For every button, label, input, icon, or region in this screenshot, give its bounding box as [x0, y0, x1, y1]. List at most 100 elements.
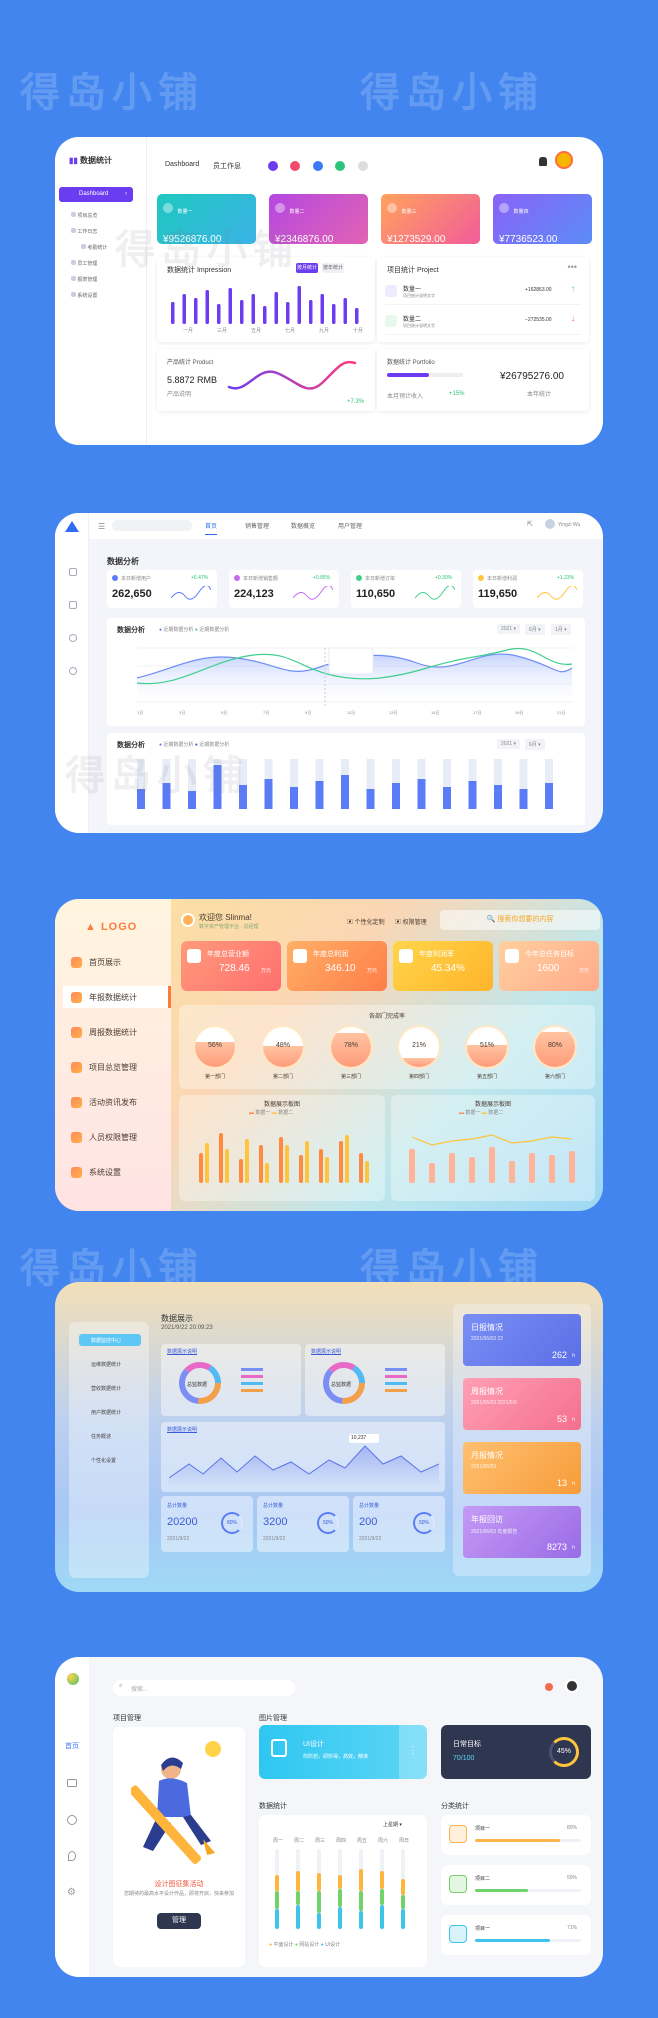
x-tick: 3日: [179, 710, 186, 715]
more-icon[interactable]: •••: [567, 262, 577, 272]
stat-card[interactable]: 总计数量 20200 2021/9/22 80%: [161, 1496, 253, 1552]
nav-tab[interactable]: 用户管理: [338, 524, 363, 530]
bar-segment: [359, 1911, 363, 1929]
sidebar-item[interactable]: 数据监控中心: [79, 1334, 141, 1346]
week-select[interactable]: 上星期 ▾: [383, 1822, 402, 1828]
avatar[interactable]: [545, 519, 555, 529]
kpi-card[interactable]: 数量二 ¥2346876.00: [269, 194, 368, 245]
stat-card[interactable]: 本日新增用户 +6.47% 262,650: [107, 570, 217, 608]
sidebar-item[interactable]: 人员权限管理: [63, 1126, 171, 1148]
manage-button[interactable]: 管理: [157, 1913, 201, 1929]
sidebar-item[interactable]: 营收数据统计: [91, 1386, 122, 1392]
kpi-card[interactable]: 数量四 ¥7736523.00: [493, 194, 592, 245]
sidebar-item[interactable]: 项目总览: [71, 212, 97, 219]
permission-link[interactable]: ▣ 权限管理: [395, 920, 427, 926]
project-row[interactable]: 数量一 项目统计说明文字 +162863.00 ↑: [385, 281, 581, 305]
clock-icon[interactable]: [67, 1815, 77, 1825]
sidebar-item[interactable]: 系统设置: [63, 1161, 171, 1183]
nav-tab[interactable]: 数据概览: [291, 524, 316, 530]
stat-value: 119,650: [478, 588, 518, 600]
report-unit: h: [572, 1481, 575, 1487]
grid-icon[interactable]: [268, 161, 278, 171]
category-row[interactable]: 项目一 80%: [441, 1815, 591, 1855]
avatar[interactable]: [565, 1679, 579, 1693]
month-select[interactable]: 6月 ▾: [525, 624, 545, 635]
chart-icon[interactable]: [312, 161, 323, 171]
stat-card[interactable]: 总计数量 3200 2021/9/22 50%: [257, 1496, 349, 1552]
sidebar-item[interactable]: 员工管理: [71, 260, 97, 267]
year-select[interactable]: 2021 ▾: [497, 624, 521, 634]
leaf-icon[interactable]: [335, 161, 346, 171]
stat-label: 本日新增用户: [121, 576, 152, 582]
customize-link[interactable]: ▣ 个性化定制: [347, 920, 385, 926]
bell-icon[interactable]: [539, 157, 547, 166]
bar-segment: [359, 1869, 363, 1891]
sidebar-item-dashboard[interactable]: Dashboard ›: [59, 187, 133, 202]
settings-icon[interactable]: [69, 667, 77, 675]
project-row[interactable]: 数量二 项目统计说明文字 −272535.00 ↓: [385, 311, 581, 335]
search-input[interactable]: 🔍 搜索你想要的内容: [440, 910, 600, 930]
kpi-card[interactable]: 数量一 ¥9526876.00: [157, 194, 256, 245]
category-row[interactable]: 项目一 71%: [441, 1915, 591, 1955]
tile-icon: [293, 949, 307, 963]
month-select[interactable]: 6月 ▾: [525, 739, 545, 750]
sidebar-item[interactable]: 活动资讯发布: [63, 1091, 171, 1113]
home-icon[interactable]: [69, 568, 77, 576]
category-row[interactable]: 项目二 50%: [441, 1865, 591, 1905]
summary-tile[interactable]: 今年总任务目标 1600 万元: [499, 941, 599, 991]
sidebar-item[interactable]: 个性化设置: [91, 1458, 117, 1464]
mail-icon[interactable]: [67, 1779, 77, 1787]
search-input[interactable]: [112, 520, 192, 531]
stat-card[interactable]: 本日新增订单 +0.30% 110,650: [351, 570, 461, 608]
chart-icon[interactable]: [69, 601, 77, 609]
combo-bar: [429, 1163, 435, 1183]
bar-segment: [380, 1905, 384, 1929]
more-icon[interactable]: [357, 161, 368, 171]
sidebar-item[interactable]: 运维数据统计: [91, 1362, 122, 1368]
avatar[interactable]: [555, 151, 573, 169]
sidebar-item[interactable]: 周报数据统计: [63, 1021, 171, 1043]
sidebar-item[interactable]: 用户数据统计: [91, 1410, 122, 1416]
campaign-title: 设计图征集活动: [154, 1881, 204, 1888]
share-icon[interactable]: ⇱: [527, 521, 533, 528]
avatar[interactable]: [181, 913, 195, 927]
day-select[interactable]: 1月 ▾: [551, 624, 571, 635]
ui-card[interactable]: UI设计 你所想，即所得，高效，精准 ⋮: [259, 1725, 427, 1779]
stat-card[interactable]: 本日新增利润 +1.23% 119,650: [473, 570, 583, 608]
sidebar-item[interactable]: 考勤统计: [81, 244, 107, 251]
summary-tile[interactable]: 年度总营业额 728.46 万元: [181, 941, 281, 991]
sidebar-item[interactable]: 年报数据统计: [63, 986, 171, 1008]
sidebar-item[interactable]: 报表管理: [71, 276, 97, 283]
nav-staff[interactable]: 员工作息: [213, 163, 241, 170]
sidebar-item-home[interactable]: 首页: [65, 1743, 79, 1750]
notification-icon[interactable]: [545, 1683, 553, 1691]
sidebar-item[interactable]: 任务概述: [91, 1434, 112, 1440]
nav-dashboard[interactable]: Dashboard: [165, 161, 200, 168]
settings-icon[interactable]: ⚙: [67, 1887, 76, 1898]
sidebar-item[interactable]: 工作日志: [71, 228, 97, 235]
stat-card[interactable]: 本日新增销售额 +0.85% 224,123: [229, 570, 339, 608]
summary-tile[interactable]: 年度利润率 45.34%: [393, 941, 493, 991]
sidebar-item[interactable]: 首页展示: [63, 951, 171, 973]
sidebar-item[interactable]: 项目总览管理: [63, 1056, 171, 1078]
report-card[interactable]: 月报情况 2021/06/03 13 h: [463, 1442, 581, 1494]
report-card[interactable]: 年报回访 2021/06/03 年度报告 8273 h: [463, 1506, 581, 1558]
stat-card[interactable]: 总计数量 200 2021/9/22 50%: [353, 1496, 445, 1552]
report-card[interactable]: 日报情况 2021/06/03 22 262 h: [463, 1314, 581, 1366]
summary-tile[interactable]: 年度总利润 346.10 万元: [287, 941, 387, 991]
calendar-icon[interactable]: [290, 161, 301, 171]
year-select[interactable]: 2021 ▾: [497, 739, 521, 749]
report-card[interactable]: 周报情况 2021/06/03 2021/6/9 53 h: [463, 1378, 581, 1430]
menu-icon[interactable]: ☰: [98, 522, 106, 531]
yearly-button[interactable]: 按年统计: [322, 263, 344, 273]
kpi-card[interactable]: 数量三 ¥1273529.00: [381, 194, 480, 245]
nav-tab[interactable]: 首页: [205, 521, 218, 535]
user-icon[interactable]: [69, 634, 77, 642]
more-icon[interactable]: ⋮: [399, 1725, 427, 1779]
project-card: 设计图征集活动 您期待的最高水平设计作品，即将开启，快来参加 管理: [113, 1727, 245, 1967]
sidebar-item[interactable]: 系统设置: [71, 292, 97, 299]
monthly-button[interactable]: 按月统计: [296, 263, 318, 273]
location-icon[interactable]: [68, 1851, 76, 1861]
nav-tab[interactable]: 销售管理: [245, 524, 270, 530]
search-input[interactable]: ⌕ 搜索...: [113, 1680, 295, 1696]
